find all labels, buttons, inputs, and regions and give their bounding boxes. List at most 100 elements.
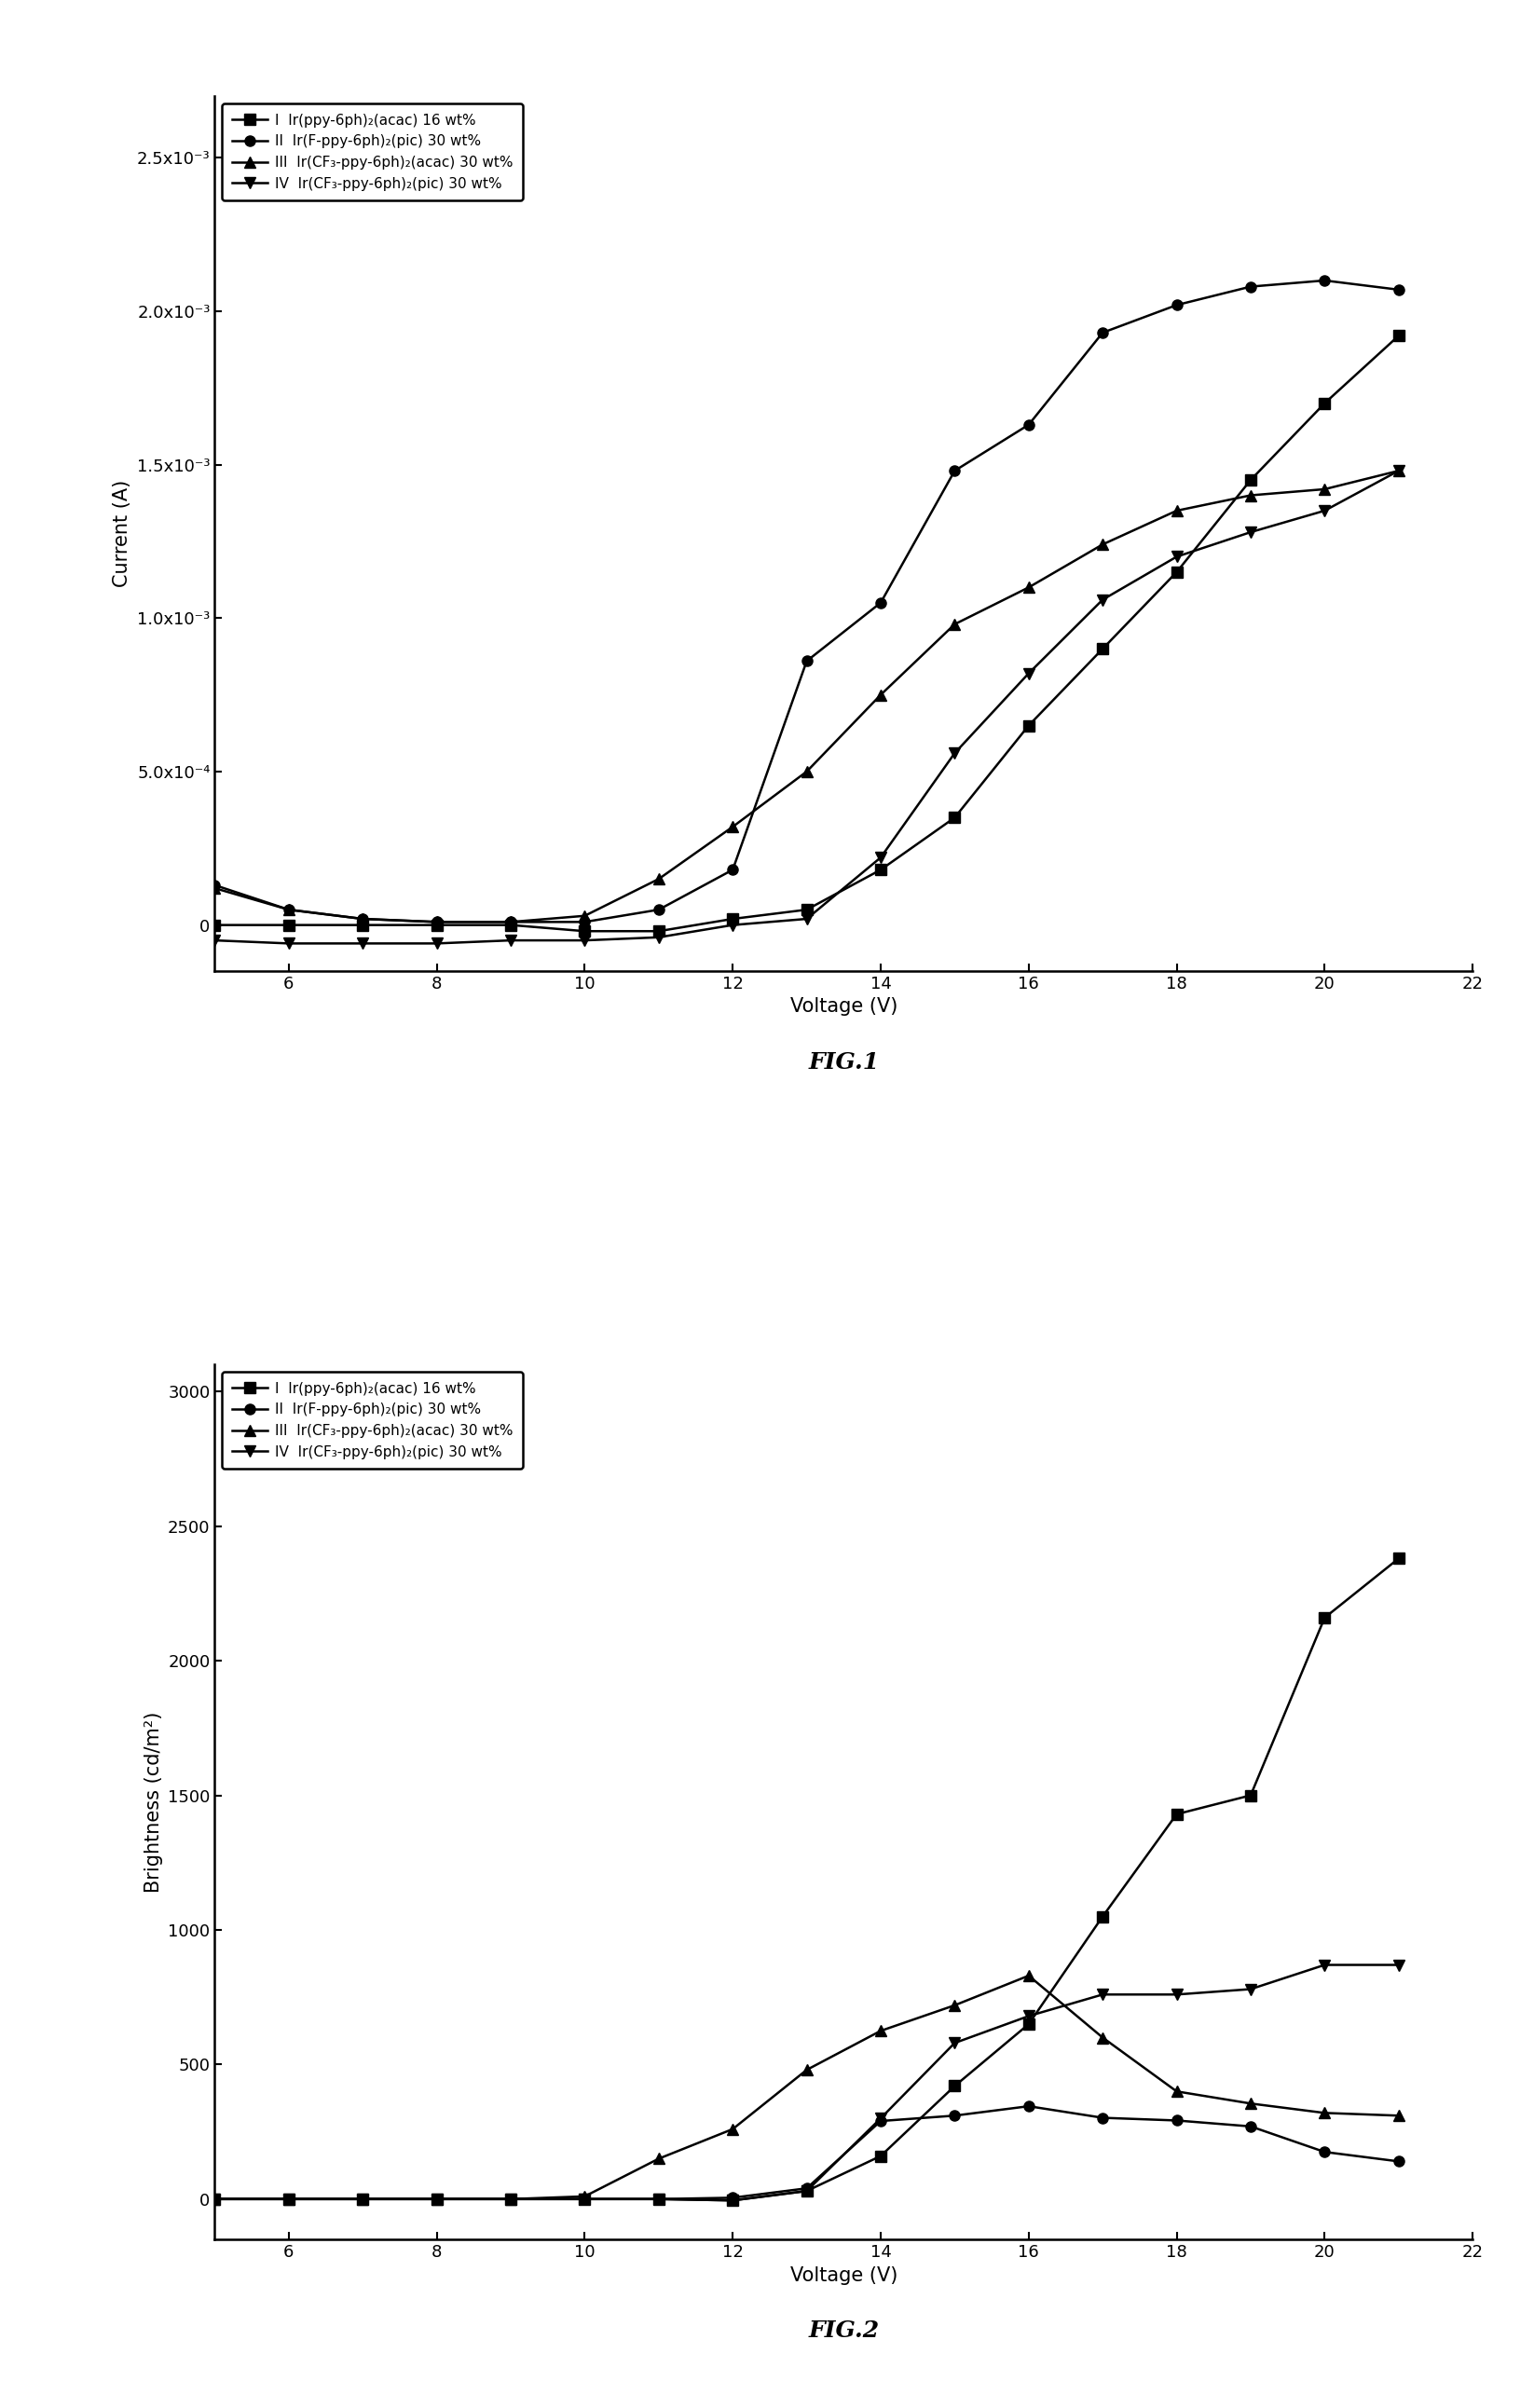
III  Ir(CF₃-ppy-6ph)₂(acac) 30 wt% — [1094, 530, 1112, 559]
IV  Ir(CF₃-ppy-6ph)₂(pic) 30 wt% — [206, 2184, 224, 2213]
III  Ir(CF₃-ppy-6ph)₂(acac) 30 wt% — [575, 2182, 594, 2211]
I  Ir(ppy-6ph)₂(acac) 16 wt% — [1316, 388, 1335, 417]
III  Ir(CF₃-ppy-6ph)₂(acac) 30 wt% — [1390, 2102, 1408, 2131]
II  Ir(F-ppy-6ph)₂(pic) 30 wt% — [206, 872, 224, 901]
III  Ir(CF₃-ppy-6ph)₂(acac) 30 wt% — [502, 908, 520, 937]
Text: FIG.1: FIG.1 — [808, 1052, 879, 1074]
III  Ir(CF₃-ppy-6ph)₂(acac) 30 wt% — [798, 756, 816, 785]
I  Ir(ppy-6ph)₂(acac) 16 wt% — [279, 2184, 298, 2213]
IV  Ir(CF₃-ppy-6ph)₂(pic) 30 wt% — [1390, 1950, 1408, 1979]
II  Ir(F-ppy-6ph)₂(pic) 30 wt% — [1020, 409, 1039, 438]
I  Ir(ppy-6ph)₂(acac) 16 wt% — [649, 2184, 667, 2213]
I  Ir(ppy-6ph)₂(acac) 16 wt% — [428, 2184, 446, 2213]
II  Ir(F-ppy-6ph)₂(pic) 30 wt% — [279, 896, 298, 925]
III  Ir(CF₃-ppy-6ph)₂(acac) 30 wt% — [945, 1991, 963, 2020]
II  Ir(F-ppy-6ph)₂(pic) 30 wt% — [575, 908, 594, 937]
II  Ir(F-ppy-6ph)₂(pic) 30 wt% — [798, 2174, 816, 2203]
III  Ir(CF₃-ppy-6ph)₂(acac) 30 wt% — [649, 2143, 667, 2172]
III  Ir(CF₃-ppy-6ph)₂(acac) 30 wt% — [206, 874, 224, 903]
III  Ir(CF₃-ppy-6ph)₂(acac) 30 wt% — [428, 2184, 446, 2213]
IV  Ir(CF₃-ppy-6ph)₂(pic) 30 wt% — [1241, 1975, 1259, 2003]
IV  Ir(CF₃-ppy-6ph)₂(pic) 30 wt% — [575, 2184, 594, 2213]
II  Ir(F-ppy-6ph)₂(pic) 30 wt% — [1094, 2102, 1112, 2131]
IV  Ir(CF₃-ppy-6ph)₂(pic) 30 wt% — [1020, 2001, 1039, 2030]
III  Ir(CF₃-ppy-6ph)₂(acac) 30 wt% — [206, 2184, 224, 2213]
IV  Ir(CF₃-ppy-6ph)₂(pic) 30 wt% — [353, 2184, 371, 2213]
II  Ir(F-ppy-6ph)₂(pic) 30 wt% — [1241, 2112, 1259, 2141]
III  Ir(CF₃-ppy-6ph)₂(acac) 30 wt% — [279, 2184, 298, 2213]
III  Ir(CF₃-ppy-6ph)₂(acac) 30 wt% — [871, 681, 890, 710]
III  Ir(CF₃-ppy-6ph)₂(acac) 30 wt% — [279, 896, 298, 925]
I  Ir(ppy-6ph)₂(acac) 16 wt% — [206, 2184, 224, 2213]
III  Ir(CF₃-ppy-6ph)₂(acac) 30 wt% — [798, 2056, 816, 2085]
IV  Ir(CF₃-ppy-6ph)₂(pic) 30 wt% — [206, 927, 224, 956]
IV  Ir(CF₃-ppy-6ph)₂(pic) 30 wt% — [649, 922, 667, 951]
IV  Ir(CF₃-ppy-6ph)₂(pic) 30 wt% — [1094, 585, 1112, 614]
I  Ir(ppy-6ph)₂(acac) 16 wt% — [428, 910, 446, 939]
I  Ir(ppy-6ph)₂(acac) 16 wt% — [798, 2177, 816, 2206]
II  Ir(F-ppy-6ph)₂(pic) 30 wt% — [649, 896, 667, 925]
Line: III  Ir(CF₃-ppy-6ph)₂(acac) 30 wt%: III Ir(CF₃-ppy-6ph)₂(acac) 30 wt% — [210, 1970, 1404, 2203]
II  Ir(F-ppy-6ph)₂(pic) 30 wt% — [353, 2184, 371, 2213]
Legend: I  Ir(ppy-6ph)₂(acac) 16 wt%, II  Ir(F-ppy-6ph)₂(pic) 30 wt%, III  Ir(CF₃-ppy-6p: I Ir(ppy-6ph)₂(acac) 16 wt%, II Ir(F-ppy… — [222, 1373, 523, 1469]
II  Ir(F-ppy-6ph)₂(pic) 30 wt% — [206, 2184, 224, 2213]
III  Ir(CF₃-ppy-6ph)₂(acac) 30 wt% — [1094, 2023, 1112, 2052]
II  Ir(F-ppy-6ph)₂(pic) 30 wt% — [428, 908, 446, 937]
Line: I  Ir(ppy-6ph)₂(acac) 16 wt%: I Ir(ppy-6ph)₂(acac) 16 wt% — [210, 330, 1404, 937]
I  Ir(ppy-6ph)₂(acac) 16 wt% — [945, 2071, 963, 2100]
Line: II  Ir(F-ppy-6ph)₂(pic) 30 wt%: II Ir(F-ppy-6ph)₂(pic) 30 wt% — [210, 2102, 1404, 2203]
II  Ir(F-ppy-6ph)₂(pic) 30 wt% — [1167, 2107, 1186, 2136]
II  Ir(F-ppy-6ph)₂(pic) 30 wt% — [1241, 272, 1259, 301]
III  Ir(CF₃-ppy-6ph)₂(acac) 30 wt% — [945, 609, 963, 638]
IV  Ir(CF₃-ppy-6ph)₂(pic) 30 wt% — [871, 843, 890, 872]
III  Ir(CF₃-ppy-6ph)₂(acac) 30 wt% — [871, 2015, 890, 2044]
II  Ir(F-ppy-6ph)₂(pic) 30 wt% — [871, 2107, 890, 2136]
II  Ir(F-ppy-6ph)₂(pic) 30 wt% — [1316, 265, 1335, 294]
III  Ir(CF₃-ppy-6ph)₂(acac) 30 wt% — [502, 2184, 520, 2213]
II  Ir(F-ppy-6ph)₂(pic) 30 wt% — [1390, 275, 1408, 303]
I  Ir(ppy-6ph)₂(acac) 16 wt% — [1167, 559, 1186, 588]
I  Ir(ppy-6ph)₂(acac) 16 wt% — [206, 910, 224, 939]
I  Ir(ppy-6ph)₂(acac) 16 wt% — [575, 2184, 594, 2213]
IV  Ir(CF₃-ppy-6ph)₂(pic) 30 wt% — [1316, 1950, 1335, 1979]
I  Ir(ppy-6ph)₂(acac) 16 wt% — [502, 910, 520, 939]
Line: IV  Ir(CF₃-ppy-6ph)₂(pic) 30 wt%: IV Ir(CF₃-ppy-6ph)₂(pic) 30 wt% — [210, 465, 1404, 949]
I  Ir(ppy-6ph)₂(acac) 16 wt% — [1390, 320, 1408, 349]
III  Ir(CF₃-ppy-6ph)₂(acac) 30 wt% — [1316, 2097, 1335, 2126]
III  Ir(CF₃-ppy-6ph)₂(acac) 30 wt% — [724, 811, 742, 840]
X-axis label: Voltage (V): Voltage (V) — [790, 2266, 897, 2285]
IV  Ir(CF₃-ppy-6ph)₂(pic) 30 wt% — [649, 2184, 667, 2213]
Legend: I  Ir(ppy-6ph)₂(acac) 16 wt%, II  Ir(F-ppy-6ph)₂(pic) 30 wt%, III  Ir(CF₃-ppy-6p: I Ir(ppy-6ph)₂(acac) 16 wt%, II Ir(F-ppy… — [222, 104, 523, 200]
III  Ir(CF₃-ppy-6ph)₂(acac) 30 wt% — [1390, 458, 1408, 486]
III  Ir(CF₃-ppy-6ph)₂(acac) 30 wt% — [1020, 1960, 1039, 1989]
I  Ir(ppy-6ph)₂(acac) 16 wt% — [502, 2184, 520, 2213]
I  Ir(ppy-6ph)₂(acac) 16 wt% — [1241, 1782, 1259, 1811]
II  Ir(F-ppy-6ph)₂(pic) 30 wt% — [1316, 2138, 1335, 2167]
II  Ir(F-ppy-6ph)₂(pic) 30 wt% — [575, 2184, 594, 2213]
I  Ir(ppy-6ph)₂(acac) 16 wt% — [649, 917, 667, 946]
IV  Ir(CF₃-ppy-6ph)₂(pic) 30 wt% — [1020, 660, 1039, 689]
II  Ir(F-ppy-6ph)₂(pic) 30 wt% — [502, 908, 520, 937]
IV  Ir(CF₃-ppy-6ph)₂(pic) 30 wt% — [502, 2184, 520, 2213]
II  Ir(F-ppy-6ph)₂(pic) 30 wt% — [724, 2184, 742, 2213]
III  Ir(CF₃-ppy-6ph)₂(acac) 30 wt% — [649, 864, 667, 893]
I  Ir(ppy-6ph)₂(acac) 16 wt% — [1316, 1604, 1335, 1633]
III  Ir(CF₃-ppy-6ph)₂(acac) 30 wt% — [1167, 496, 1186, 525]
II  Ir(F-ppy-6ph)₂(pic) 30 wt% — [945, 2102, 963, 2131]
I  Ir(ppy-6ph)₂(acac) 16 wt% — [871, 2141, 890, 2170]
IV  Ir(CF₃-ppy-6ph)₂(pic) 30 wt% — [1390, 458, 1408, 486]
I  Ir(ppy-6ph)₂(acac) 16 wt% — [724, 2186, 742, 2215]
I  Ir(ppy-6ph)₂(acac) 16 wt% — [279, 910, 298, 939]
IV  Ir(CF₃-ppy-6ph)₂(pic) 30 wt% — [871, 2105, 890, 2133]
IV  Ir(CF₃-ppy-6ph)₂(pic) 30 wt% — [724, 2186, 742, 2215]
IV  Ir(CF₃-ppy-6ph)₂(pic) 30 wt% — [945, 2028, 963, 2056]
Y-axis label: Current (A): Current (A) — [114, 479, 132, 588]
IV  Ir(CF₃-ppy-6ph)₂(pic) 30 wt% — [945, 739, 963, 768]
IV  Ir(CF₃-ppy-6ph)₂(pic) 30 wt% — [1167, 1979, 1186, 2008]
Y-axis label: Brightness (cd/m²): Brightness (cd/m²) — [144, 1712, 163, 1893]
III  Ir(CF₃-ppy-6ph)₂(acac) 30 wt% — [428, 908, 446, 937]
I  Ir(ppy-6ph)₂(acac) 16 wt% — [798, 896, 816, 925]
II  Ir(F-ppy-6ph)₂(pic) 30 wt% — [871, 588, 890, 616]
IV  Ir(CF₃-ppy-6ph)₂(pic) 30 wt% — [279, 2184, 298, 2213]
Line: I  Ir(ppy-6ph)₂(acac) 16 wt%: I Ir(ppy-6ph)₂(acac) 16 wt% — [210, 1553, 1404, 2206]
